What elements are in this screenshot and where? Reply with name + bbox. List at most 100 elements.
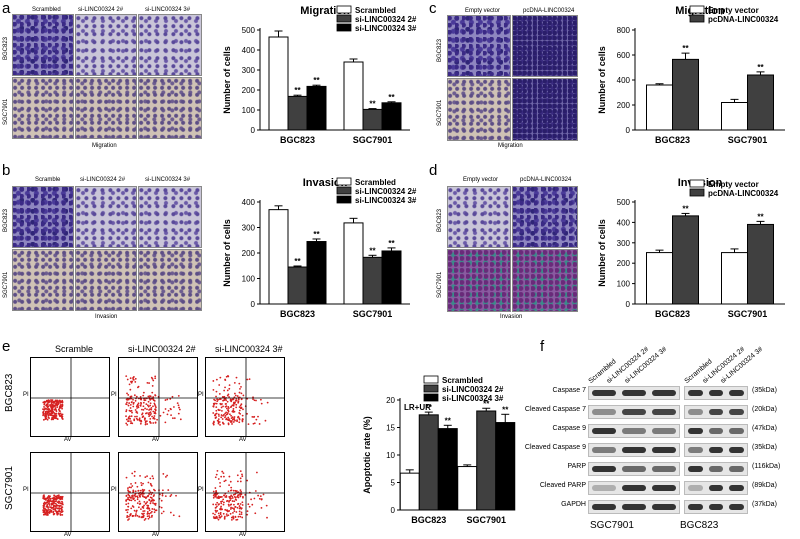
facs-event — [255, 399, 257, 402]
chart-b: 0 100 200 300 400 Number of cells Invasion ** **… — [222, 177, 417, 319]
facs-event — [239, 503, 242, 505]
blot-band — [622, 466, 646, 472]
facs-event — [140, 508, 142, 510]
facs-event — [54, 405, 57, 407]
facs-event — [152, 499, 155, 502]
facs-event — [150, 493, 153, 496]
blot-band — [688, 428, 703, 434]
blot-band — [652, 504, 676, 510]
facs-event — [147, 517, 150, 520]
y-tick-label: 0 — [251, 126, 256, 135]
facs-event — [238, 391, 241, 394]
facs-event — [127, 394, 130, 396]
bar — [362, 256, 383, 305]
facs-event — [228, 475, 231, 478]
facs-event — [54, 412, 56, 415]
facs-event — [136, 412, 139, 414]
facs-event — [252, 398, 254, 401]
kda-label: (116kDa) — [752, 463, 781, 470]
facs-event — [212, 516, 215, 518]
facs-event — [260, 498, 263, 500]
facs-event — [228, 387, 231, 390]
facs-event — [52, 401, 55, 403]
facs-event — [160, 506, 163, 509]
blot-band — [688, 390, 703, 396]
facs-event — [146, 515, 149, 518]
facs-event — [216, 400, 219, 403]
facs-event — [235, 490, 238, 493]
facs-event — [144, 476, 147, 479]
facs-event — [169, 511, 172, 514]
facs-event — [49, 404, 51, 407]
legend-label: si-LINC00324 2# — [355, 187, 417, 196]
x-tick-label: BGC823 — [411, 515, 446, 525]
facs-event — [56, 501, 59, 504]
micro-col-label: Empty vector — [465, 8, 501, 14]
y-tick-label: 500 — [242, 26, 256, 35]
facs-event — [133, 419, 136, 422]
bar — [646, 252, 673, 305]
facs-event — [146, 412, 148, 414]
facs-event — [235, 399, 238, 402]
facs-event — [219, 424, 221, 426]
facs-event — [234, 401, 236, 404]
micro-caption: Migration — [92, 143, 117, 149]
facs-event — [215, 378, 218, 381]
facs-event — [59, 410, 61, 413]
facs-event — [262, 493, 265, 496]
facs-event — [42, 513, 45, 516]
facs-event — [49, 499, 52, 502]
facs-event — [148, 415, 150, 418]
facs-event — [233, 500, 236, 503]
facs-event — [232, 493, 235, 496]
significance-label: ** — [483, 399, 490, 408]
facs-event — [137, 405, 140, 407]
facs-event — [222, 472, 225, 475]
facs-event — [257, 415, 259, 418]
facs-event — [230, 486, 233, 489]
kda-label: (47kDa) — [752, 425, 777, 432]
facs-event — [218, 393, 221, 395]
facs-event — [212, 512, 214, 515]
facs-event — [230, 421, 233, 423]
facs-event — [217, 503, 220, 506]
facs-event — [52, 418, 55, 421]
facs-event — [220, 515, 223, 518]
facs-event — [56, 400, 59, 403]
facs-event — [227, 490, 230, 493]
blot-strip — [684, 500, 748, 514]
facs-event — [167, 409, 170, 412]
facs-event — [231, 423, 233, 425]
bar — [268, 209, 289, 305]
facs-event — [239, 470, 242, 472]
facs-event — [175, 494, 177, 497]
facs-event — [222, 405, 224, 408]
facs-event — [156, 418, 158, 421]
facs-event — [255, 418, 258, 421]
facs-event — [222, 423, 225, 425]
blot-band — [729, 504, 744, 510]
facs-event — [49, 509, 52, 511]
facs-event — [52, 404, 55, 406]
facs-event — [52, 513, 55, 516]
facs-event — [50, 511, 53, 513]
blot-band — [652, 428, 676, 434]
facs-event — [225, 417, 228, 420]
y-axis-label: Apoptotic rate (%) — [362, 416, 372, 494]
facs-event — [216, 509, 219, 512]
facs-event — [217, 418, 220, 421]
y-axis-label: Number of cells — [222, 46, 232, 114]
facs-event — [138, 500, 141, 503]
panel-letter-b: b — [2, 162, 11, 179]
y-tick-label: 100 — [242, 106, 256, 115]
micro-col-label: si-LINC00324 2# — [78, 7, 124, 13]
facs-event — [136, 485, 139, 488]
kda-label: (89kDa) — [752, 482, 777, 489]
significance-label: ** — [682, 44, 689, 53]
facs-event — [169, 495, 172, 498]
facs-event — [219, 516, 222, 519]
facs-event — [150, 510, 153, 513]
significance-label: ** — [294, 257, 301, 266]
facs-event — [53, 415, 56, 418]
